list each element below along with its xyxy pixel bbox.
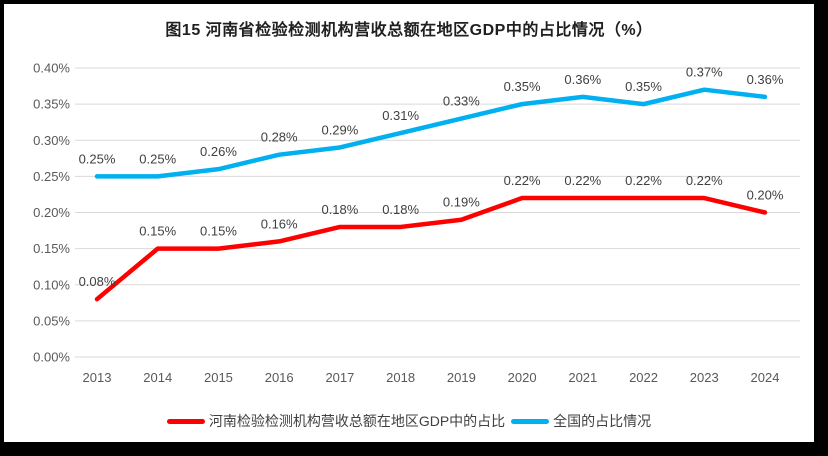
x-axis-tick-label: 2022 — [629, 370, 658, 385]
data-label-henan: 0.08% — [79, 274, 116, 289]
x-axis-tick-label: 2017 — [325, 370, 354, 385]
x-axis-tick-label: 2014 — [143, 370, 172, 385]
y-axis-tick-label: 0.40% — [33, 61, 70, 76]
data-label-national: 0.36% — [564, 72, 601, 87]
data-label-national: 0.29% — [321, 122, 358, 137]
data-label-national: 0.25% — [139, 151, 176, 166]
data-label-henan: 0.15% — [200, 224, 237, 239]
y-axis-tick-label: 0.35% — [33, 97, 70, 112]
data-label-national: 0.31% — [382, 108, 419, 123]
data-label-henan: 0.22% — [564, 173, 601, 188]
data-label-henan: 0.20% — [747, 188, 784, 203]
y-axis-tick-label: 0.25% — [33, 169, 70, 184]
legend-swatch-national — [511, 418, 550, 424]
y-axis-tick-label: 0.05% — [33, 313, 70, 328]
data-label-henan: 0.18% — [321, 202, 358, 217]
x-axis-tick-label: 2019 — [447, 370, 476, 385]
data-label-national: 0.33% — [443, 94, 480, 109]
data-label-national: 0.26% — [200, 144, 237, 159]
legend-label-national: 全国的占比情况 — [553, 413, 652, 429]
x-axis-tick-label: 2021 — [568, 370, 597, 385]
legend-item-henan: 河南检验检测机构营收总额在地区GDP中的占比 — [166, 411, 506, 431]
chart-legend: 河南检验检测机构营收总额在地区GDP中的占比 全国的占比情况 — [4, 411, 814, 431]
data-label-national: 0.36% — [747, 72, 784, 87]
legend-swatch-henan — [166, 418, 205, 424]
data-label-henan: 0.22% — [625, 173, 662, 188]
series-line-national — [94, 87, 768, 179]
legend-label-henan: 河南检验检测机构营收总额在地区GDP中的占比 — [208, 413, 506, 429]
line-chart: 0.00% 0.05% 0.10% 0.15% 0.20% 0.25% 0.30% 0.35%… — [33, 61, 800, 385]
y-axis-tick-label: 0.30% — [33, 133, 70, 148]
legend-item-national: 全国的占比情况 — [511, 411, 651, 431]
data-label-national: 0.35% — [504, 79, 541, 94]
x-axis-tick-label: 2015 — [204, 370, 233, 385]
data-label-national: 0.35% — [625, 79, 662, 94]
data-label-henan: 0.15% — [139, 224, 176, 239]
x-axis-tick-label: 2024 — [751, 370, 780, 385]
data-label-henan: 0.22% — [504, 173, 541, 188]
y-axis-tick-label: 0.15% — [33, 241, 70, 256]
series-line-henan — [94, 195, 768, 302]
y-axis-tick-label: 0.20% — [33, 205, 70, 220]
data-label-national: 0.37% — [686, 65, 723, 80]
chart-title: 图15 河南省检验检测机构营收总额在地区GDP中的占比情况（%） — [165, 22, 653, 39]
data-label-henan: 0.18% — [382, 202, 419, 217]
data-label-national: 0.25% — [79, 151, 116, 166]
data-label-national: 0.28% — [261, 130, 298, 145]
y-axis-tick-label: 0.10% — [33, 277, 70, 292]
x-axis-tick-label: 2018 — [386, 370, 415, 385]
chart-frame: 0.00% 0.05% 0.10% 0.15% 0.20% 0.25% 0.30% 0.35%… — [4, 4, 814, 442]
data-label-henan: 0.19% — [443, 195, 480, 210]
x-axis-tick-label: 2023 — [690, 370, 719, 385]
data-label-henan: 0.22% — [686, 173, 723, 188]
data-label-henan: 0.16% — [261, 216, 298, 231]
x-axis-tick-label: 2016 — [265, 370, 294, 385]
y-axis-tick-label: 0.00% — [33, 350, 70, 365]
x-axis-tick-label: 2020 — [508, 370, 537, 385]
x-axis-tick-label: 2013 — [83, 370, 112, 385]
